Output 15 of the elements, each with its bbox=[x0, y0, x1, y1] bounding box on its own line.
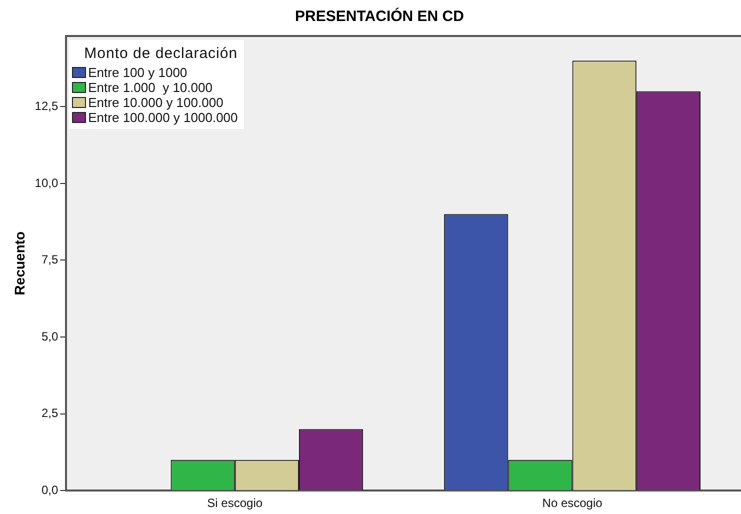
y-tick-label: 12,5 bbox=[34, 98, 58, 113]
legend-label: Entre 100.000 y 1000.000 bbox=[88, 110, 238, 125]
x-tick-label: Si escogio bbox=[207, 496, 263, 510]
legend-label: Entre 10.000 y 100.000 bbox=[88, 95, 224, 110]
legend-label: Entre 1.000 y 10.000 bbox=[88, 80, 212, 95]
legend-label: Entre 100 y 1000 bbox=[88, 65, 188, 80]
y-tick-label: 0,0 bbox=[41, 482, 58, 497]
y-axis-title: Recuento bbox=[11, 231, 28, 296]
y-tick-label: 10,0 bbox=[34, 176, 58, 190]
legend-title: Monto de declaración bbox=[83, 44, 238, 64]
y-tick-label: 5,0 bbox=[41, 329, 58, 344]
chart-title: PRESENTACIÓN EN CD bbox=[295, 7, 464, 26]
y-tick-label: 7,5 bbox=[41, 252, 58, 267]
y-tick-label: 2,5 bbox=[41, 406, 58, 420]
x-tick-label: No escogio bbox=[542, 496, 603, 510]
